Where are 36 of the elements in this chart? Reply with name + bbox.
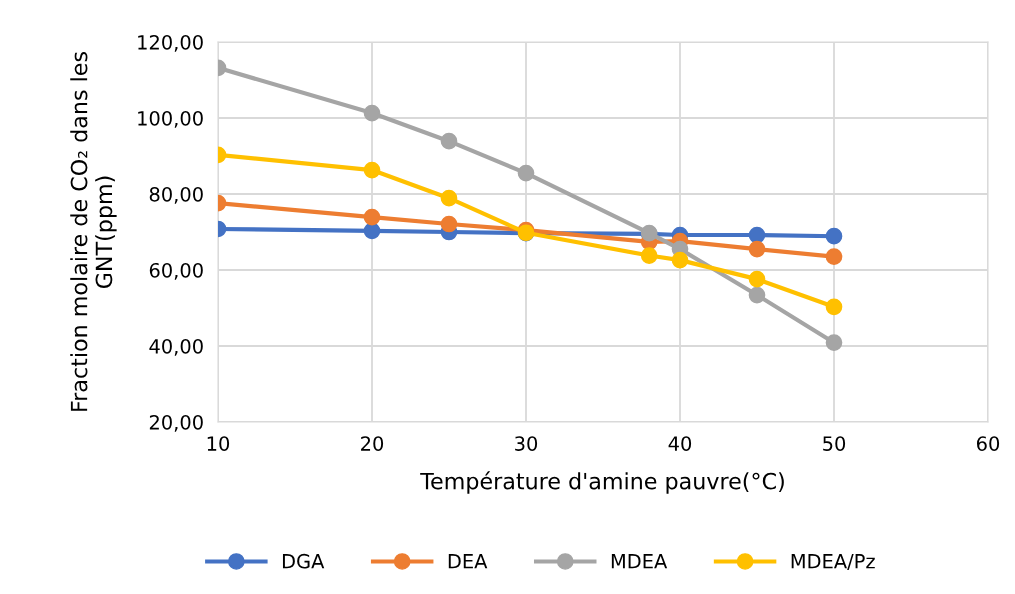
point xyxy=(748,286,766,304)
point xyxy=(671,251,689,269)
point xyxy=(825,298,843,316)
legend-label: MDEA xyxy=(611,554,668,569)
point xyxy=(363,222,381,240)
x-tick-label: 60 xyxy=(976,436,1000,451)
point xyxy=(640,247,658,264)
point xyxy=(440,132,458,150)
x-axis-title: Température d'amine pauvre(°C) xyxy=(420,471,784,494)
point xyxy=(825,227,843,245)
legend-label: DGA xyxy=(282,553,325,569)
legend-label: MDEA/Pz xyxy=(791,554,875,571)
point xyxy=(517,164,535,182)
x-tick-label: 30 xyxy=(515,436,538,451)
y-axis-title: Fraction molaire de CO₂ dans les GNT(ppm) xyxy=(70,52,117,411)
x-tick-label: 20 xyxy=(361,436,384,451)
y-tick-label: 80,00 xyxy=(149,186,203,204)
y-tick-label: 60,00 xyxy=(149,262,203,280)
point xyxy=(363,104,381,122)
x-tick-label: 40 xyxy=(668,436,692,451)
point xyxy=(748,240,766,258)
point xyxy=(440,189,458,207)
point xyxy=(363,208,381,226)
x-tick-label: 10 xyxy=(207,436,230,451)
point xyxy=(363,161,381,179)
point xyxy=(748,270,766,288)
y-tick-label: 20,00 xyxy=(149,414,203,432)
point xyxy=(825,334,843,351)
y-tick-label: 40,00 xyxy=(149,338,203,356)
point xyxy=(748,226,766,244)
y-tick-label: 120,00 xyxy=(138,34,203,52)
point xyxy=(825,248,843,266)
point xyxy=(440,215,458,233)
y-tick-label: 100,00 xyxy=(138,110,203,128)
legend-label: DEA xyxy=(448,554,488,569)
x-tick-label: 50 xyxy=(823,436,846,451)
